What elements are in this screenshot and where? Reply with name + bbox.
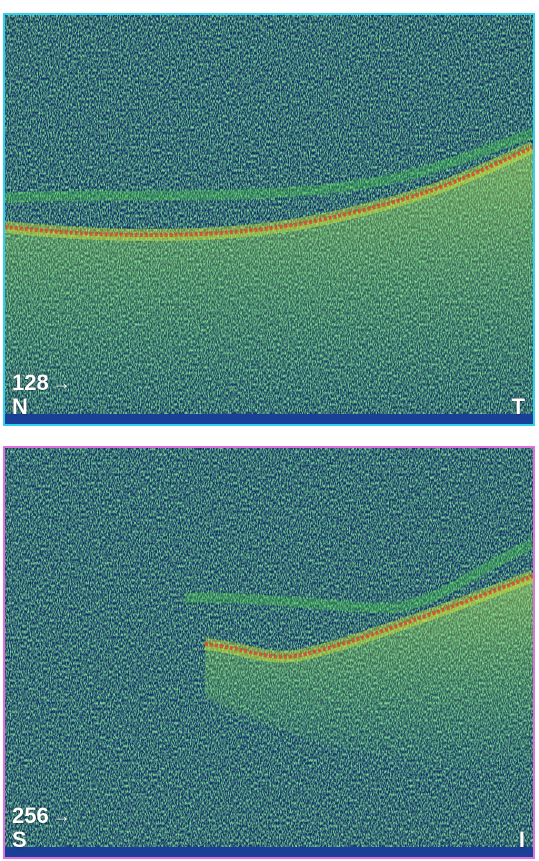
depth-marker: 128 → [12,372,71,394]
scan-base-band [5,414,533,424]
oct-scan-top: 128 → N T [3,13,535,426]
depth-marker: 256 → [12,805,71,827]
orientation-right-label: I [518,827,525,852]
scan-base-band [5,847,533,857]
orientation-right-label: T [511,394,525,419]
right-arrow-icon: → [52,806,71,826]
orientation-left-label: N [12,394,28,419]
oct-scan-image-top [5,15,533,424]
depth-label: 128 [12,370,49,395]
right-arrow-icon: → [52,373,71,393]
depth-label: 256 [12,803,49,828]
oct-scan-image-bottom [5,448,533,857]
oct-scan-bottom: 256 → S I [3,446,535,859]
orientation-left-label: S [12,827,27,852]
